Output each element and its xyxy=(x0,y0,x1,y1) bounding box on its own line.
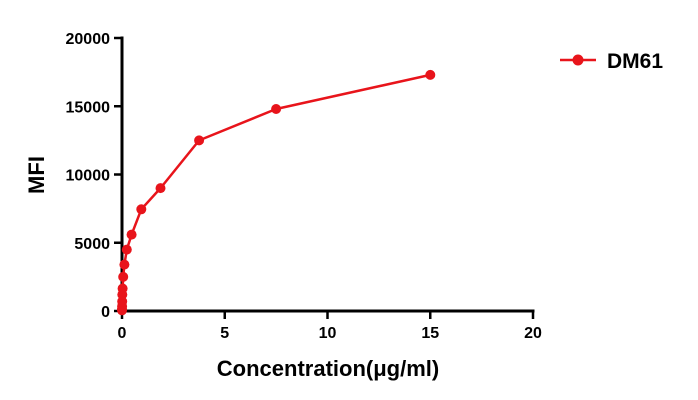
data-point-dm61 xyxy=(126,229,137,240)
legend-label-dm61: DM61 xyxy=(607,50,663,73)
legend-marker-dm61 xyxy=(572,54,584,66)
y-tick-label: 20000 xyxy=(66,31,111,48)
data-point-dm61 xyxy=(118,271,129,282)
x-axis-title: Concentration(μg/ml) xyxy=(217,356,439,381)
data-point-dm61 xyxy=(117,283,128,294)
y-tick-label: 0 xyxy=(101,304,110,321)
x-tick-label: 20 xyxy=(524,325,542,342)
data-point-dm61 xyxy=(425,69,436,80)
ticks: 0 5 10 15 20 0 5000 10000 15000 20000 xyxy=(66,31,543,342)
x-tick-label: 15 xyxy=(421,325,439,342)
series-layer xyxy=(117,69,436,316)
data-point-dm61 xyxy=(119,259,130,270)
data-point-dm61 xyxy=(121,244,132,255)
y-tick-label: 10000 xyxy=(66,168,111,185)
data-point-dm61 xyxy=(271,104,282,114)
y-tick-label: 5000 xyxy=(74,236,110,253)
x-tick-label: 0 xyxy=(118,325,127,342)
data-point-dm61 xyxy=(136,204,147,215)
y-axis-title: MFI xyxy=(24,156,49,194)
axes xyxy=(120,36,535,313)
x-tick-label: 10 xyxy=(319,325,337,342)
data-point-dm61 xyxy=(194,135,205,146)
data-point-dm61 xyxy=(155,183,166,194)
x-tick-label: 5 xyxy=(220,325,229,342)
legend: DM61 xyxy=(560,50,663,73)
y-tick-label: 15000 xyxy=(66,99,111,116)
